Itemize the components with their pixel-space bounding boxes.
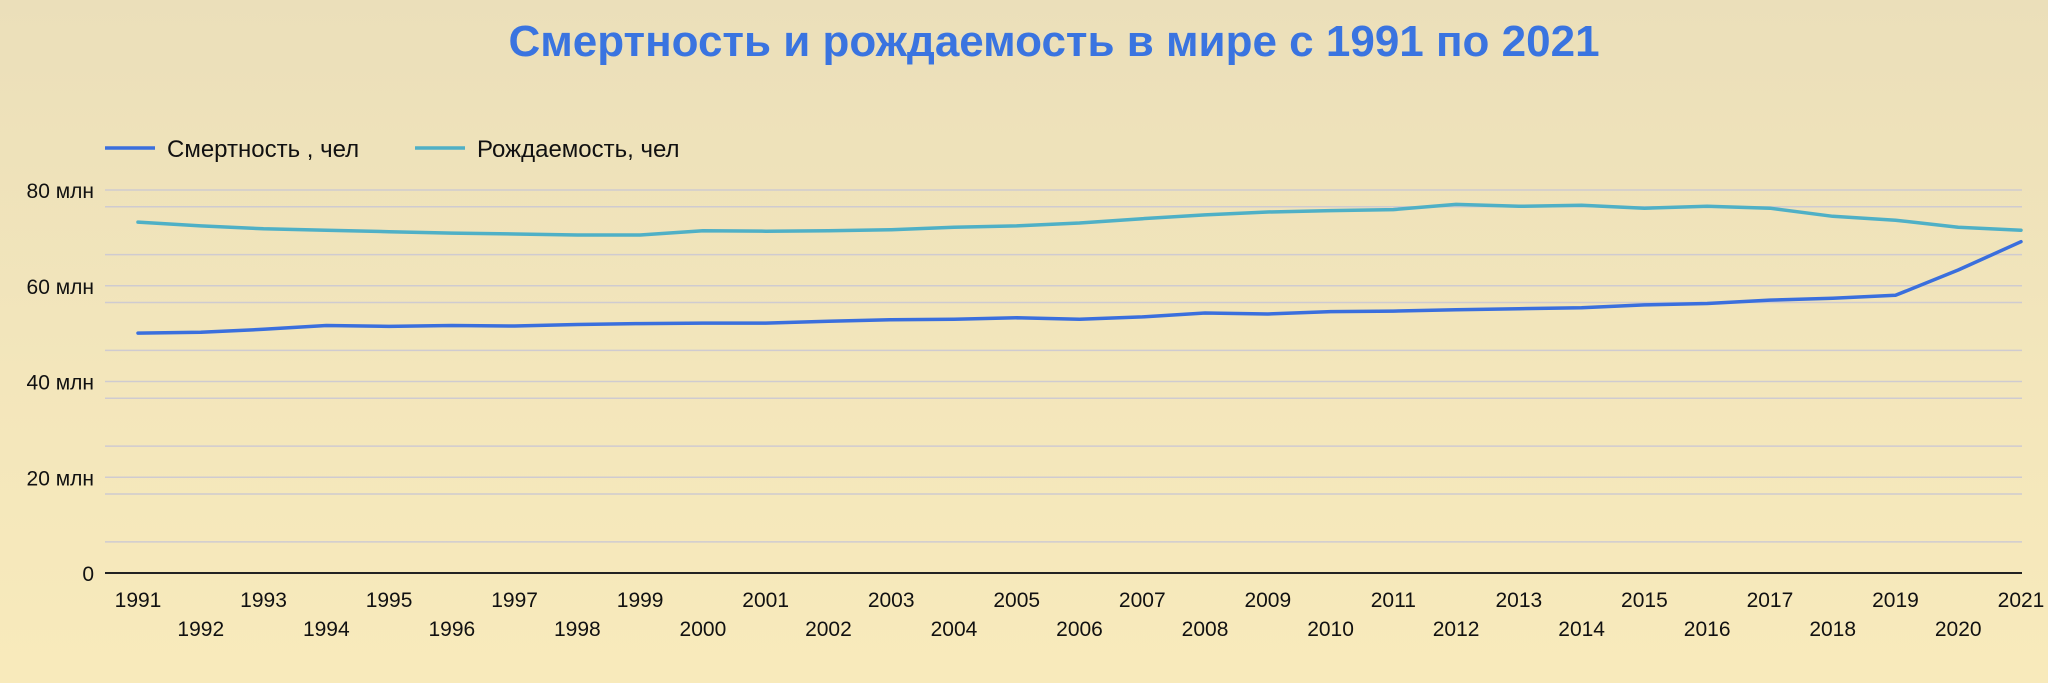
plot-area: [136, 202, 2023, 335]
x-tick-label: 1996: [428, 618, 475, 641]
x-tick-label: 2020: [1935, 618, 1982, 641]
x-tick-label: 2002: [805, 618, 852, 641]
x-tick-label: 2015: [1621, 589, 1668, 612]
y-axis: 0 20 млн 40 млн 60 млн 80 млн: [27, 180, 94, 586]
x-tick-label: 1997: [491, 589, 538, 612]
y-tick-label: 80 млн: [27, 180, 94, 203]
x-tick-label: 1993: [240, 589, 287, 612]
y-tick-label: 0: [82, 563, 94, 586]
x-tick-label: 2012: [1433, 618, 1480, 641]
x-tick-label: 2003: [868, 589, 915, 612]
chart-title: Смертность и рождаемость в мире с 1991 п…: [508, 17, 1599, 66]
x-tick-label: 2006: [1056, 618, 1103, 641]
x-tick-label: 2008: [1182, 618, 1229, 641]
legend-label-1: Смертность , чел: [167, 136, 359, 163]
grid: [105, 189, 2022, 574]
x-tick-label: 2013: [1496, 589, 1543, 612]
x-tick-label: 1992: [177, 618, 224, 641]
x-tick-label: 1998: [554, 618, 601, 641]
series-line-1: [136, 239, 2023, 335]
legend: Смертность , чел Рождаемость, чел: [105, 136, 680, 163]
x-tick-label: 2004: [931, 618, 978, 641]
x-tick-label: 2014: [1558, 618, 1605, 641]
x-tick-label: 2005: [993, 589, 1040, 612]
y-tick-label: 60 млн: [27, 276, 94, 299]
x-tick-label: 2007: [1119, 589, 1166, 612]
x-tick-label: 2000: [680, 618, 727, 641]
series-line-2: [136, 202, 2023, 237]
y-tick-label: 40 млн: [27, 372, 94, 395]
x-tick-label: 2010: [1307, 618, 1354, 641]
x-tick-label: 2009: [1244, 589, 1291, 612]
x-tick-label: 1995: [366, 589, 413, 612]
x-tick-label: 1991: [115, 589, 162, 612]
y-tick-label: 20 млн: [27, 467, 94, 490]
x-tick-label: 2016: [1684, 618, 1731, 641]
x-tick-label: 2021: [1998, 589, 2045, 612]
legend-label-2: Рождаемость, чел: [477, 136, 680, 163]
x-tick-label: 2018: [1809, 618, 1856, 641]
x-tick-label: 1999: [617, 589, 664, 612]
x-tick-label: 2011: [1371, 589, 1416, 612]
x-tick-label: 2017: [1747, 589, 1794, 612]
x-tick-label: 1994: [303, 618, 350, 641]
x-tick-label: 2001: [742, 589, 789, 612]
x-axis: 1991 1992 1993 1994 1995 1996 1997 1998 1999 2000…: [115, 589, 2045, 641]
x-tick-label: 2019: [1872, 589, 1919, 612]
